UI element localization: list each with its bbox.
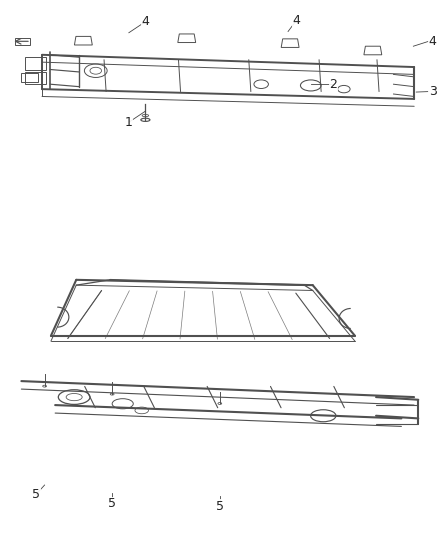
Text: 5: 5 [216, 500, 224, 513]
Text: 4: 4 [141, 15, 149, 28]
Text: 3: 3 [429, 85, 437, 98]
Text: 5: 5 [32, 488, 40, 501]
Text: 5: 5 [108, 497, 116, 510]
Text: 2: 2 [330, 78, 338, 91]
Text: 4: 4 [429, 35, 437, 48]
Text: 4: 4 [293, 14, 300, 27]
Text: 1: 1 [125, 116, 133, 128]
